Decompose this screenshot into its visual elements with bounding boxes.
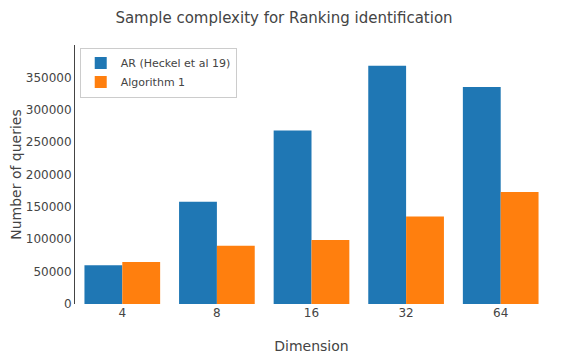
svg-text:0: 0 [64, 297, 72, 311]
svg-text:Algorithm 1: Algorithm 1 [121, 76, 185, 89]
svg-text:50000: 50000 [33, 265, 71, 279]
svg-text:100000: 100000 [26, 232, 72, 246]
svg-text:Sample complexity for Ranking: Sample complexity for Ranking identifica… [115, 9, 452, 27]
svg-text:150000: 150000 [26, 200, 72, 214]
svg-text:4: 4 [118, 306, 126, 320]
svg-text:AR (Heckel et al 19): AR (Heckel et al 19) [121, 57, 231, 70]
svg-text:64: 64 [493, 306, 508, 320]
svg-text:Dimension: Dimension [274, 338, 348, 354]
svg-text:200000: 200000 [26, 168, 72, 182]
svg-text:250000: 250000 [26, 135, 72, 149]
svg-text:300000: 300000 [26, 103, 72, 117]
svg-text:32: 32 [398, 306, 413, 320]
svg-text:350000: 350000 [26, 71, 72, 85]
svg-text:Number of queries: Number of queries [8, 109, 24, 240]
svg-text:16: 16 [304, 306, 319, 320]
svg-text:8: 8 [213, 306, 221, 320]
